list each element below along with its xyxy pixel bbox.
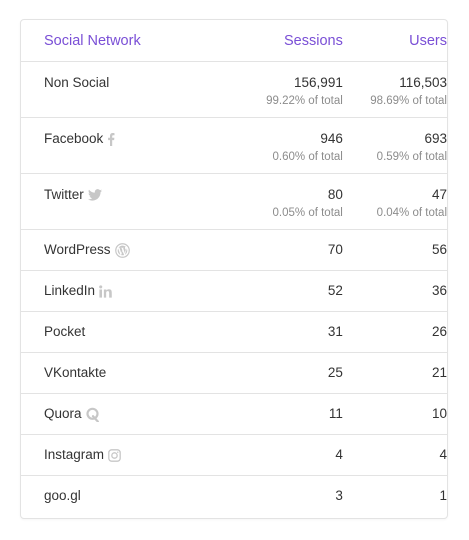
users-value: 56	[431, 242, 447, 257]
users-value: 36	[431, 283, 447, 298]
social-network-card: Social Network Sessions Users Non Social…	[20, 19, 448, 519]
table-row: VKontakte 25 21	[21, 352, 447, 394]
users-cell: 36	[342, 270, 447, 312]
users-cell: 47 0.04% of total	[342, 173, 447, 230]
users-cell: 693 0.59% of total	[342, 117, 447, 174]
network-name: Pocket	[44, 324, 86, 339]
network-cell: Pocket	[21, 311, 232, 353]
users-cell: 26	[342, 311, 447, 353]
network-cell: Facebook	[21, 117, 232, 174]
users-value: 4	[439, 447, 447, 462]
table-row: Twitter 80 0.05% of total 47 0.04% of to…	[21, 173, 447, 230]
network-cell: WordPress	[21, 229, 232, 271]
network-cell: goo.gl	[21, 476, 231, 517]
table-row: WordPress 70 56	[21, 229, 447, 271]
network-cell: Instagram	[21, 434, 232, 476]
sessions-value: 3	[335, 488, 343, 503]
sessions-value: 70	[327, 242, 343, 257]
users-cell: 56	[342, 229, 447, 271]
sessions-value: 156,991	[294, 75, 343, 90]
social-network-table: Social Network Sessions Users Non Social…	[21, 20, 447, 516]
network-cell: Non Social	[21, 61, 232, 118]
header-social-network[interactable]: Social Network	[21, 20, 232, 62]
users-percent: 98.69% of total	[370, 95, 447, 107]
users-percent: 0.59% of total	[376, 151, 447, 163]
sessions-cell: 3	[231, 476, 343, 517]
network-cell: VKontakte	[21, 352, 232, 394]
sessions-value: 25	[327, 365, 343, 380]
users-value: 10	[431, 406, 447, 421]
table-row: Quora 11 10	[21, 393, 447, 435]
sessions-value: 31	[327, 324, 343, 339]
sessions-cell: 25	[231, 352, 343, 394]
table-row: Non Social 156,991 99.22% of total 116,5…	[21, 61, 447, 118]
network-name: Quora	[44, 406, 82, 421]
header-users[interactable]: Users	[342, 20, 447, 62]
instagram-icon	[108, 448, 121, 462]
sessions-cell: 70	[231, 229, 343, 271]
sessions-value: 946	[320, 131, 343, 146]
network-cell: Quora	[21, 393, 232, 435]
users-cell: 1	[343, 476, 447, 517]
users-cell: 116,503 98.69% of total	[342, 61, 447, 118]
sessions-value: 52	[327, 283, 343, 298]
quora-icon	[85, 407, 100, 422]
facebook-icon	[107, 132, 115, 146]
table-header-row: Social Network Sessions Users	[21, 20, 447, 62]
network-name: goo.gl	[44, 488, 81, 503]
network-name: Facebook	[44, 131, 104, 146]
table-row: Instagram 4 4	[21, 434, 447, 476]
twitter-icon	[87, 189, 102, 201]
wordpress-icon	[114, 242, 130, 258]
users-cell: 10	[342, 393, 447, 435]
network-name: Instagram	[44, 447, 105, 462]
table-row: LinkedIn 52 36	[21, 270, 447, 312]
sessions-percent: 0.60% of total	[272, 151, 343, 163]
users-value: 47	[431, 187, 447, 202]
sessions-value: 11	[328, 406, 343, 421]
sessions-value: 80	[327, 187, 343, 202]
sessions-cell: 80 0.05% of total	[231, 173, 343, 230]
linkedin-icon	[99, 284, 112, 298]
sessions-cell: 156,991 99.22% of total	[231, 61, 343, 118]
sessions-cell: 946 0.60% of total	[231, 117, 343, 174]
header-sessions[interactable]: Sessions	[231, 20, 343, 62]
network-name: LinkedIn	[44, 283, 96, 298]
sessions-cell: 4	[231, 434, 343, 476]
users-percent: 0.04% of total	[376, 207, 447, 219]
users-cell: 4	[342, 434, 447, 476]
sessions-percent: 99.22% of total	[266, 95, 343, 107]
sessions-cell: 31	[231, 311, 343, 353]
sessions-cell: 52	[231, 270, 343, 312]
sessions-cell: 11	[231, 393, 343, 435]
network-cell: Twitter	[21, 173, 232, 230]
users-value: 21	[431, 365, 447, 380]
sessions-percent: 0.05% of total	[272, 207, 343, 219]
users-cell: 21	[342, 352, 447, 394]
network-name: WordPress	[44, 242, 111, 257]
sessions-value: 4	[335, 447, 343, 462]
network-cell: LinkedIn	[21, 270, 232, 312]
users-value: 26	[431, 324, 447, 339]
table-row: goo.gl 3 1	[21, 476, 447, 517]
table-row: Facebook 946 0.60% of total 693 0.59% of…	[21, 117, 447, 174]
table-row: Pocket 31 26	[21, 311, 447, 353]
network-name: Non Social	[44, 75, 110, 90]
network-name: VKontakte	[44, 365, 107, 380]
users-value: 1	[439, 488, 447, 503]
users-value: 116,503	[399, 75, 447, 90]
users-value: 693	[424, 131, 447, 146]
network-name: Twitter	[44, 187, 84, 202]
